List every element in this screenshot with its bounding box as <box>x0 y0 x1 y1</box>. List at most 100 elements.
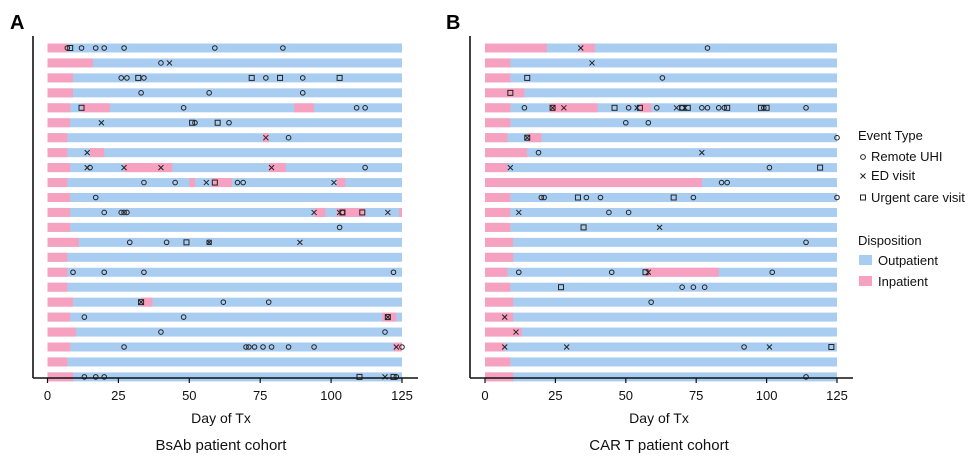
b-row-5-outpatient-bar <box>485 103 837 113</box>
b-x-tick-label-75: 75 <box>689 388 703 403</box>
panel-a: A 0 25 50 75 100 125 Day of Tx BsAb patient c… <box>10 12 418 454</box>
b-x-tick-label-0: 0 <box>481 388 488 403</box>
legend-ed-visit-marker <box>860 173 866 179</box>
b-row-15-outpatient-bar <box>485 252 837 262</box>
b-row-5-remote-uhi-marker <box>803 105 809 111</box>
legend-outpatient-label: Outpatient <box>878 253 938 268</box>
a-row-4-outpatient-bar <box>47 88 402 98</box>
a-row-19-ed-visit-marker <box>384 314 391 320</box>
b-row-12-inpatient-bar <box>485 207 511 217</box>
a-row-9-ed-visit-marker <box>84 164 91 171</box>
b-row-5-inpatient-bar <box>549 103 598 113</box>
a-row-19-urgent-care-marker <box>384 314 391 321</box>
a-row-16-remote-uhi-marker <box>101 269 108 276</box>
b-row-17-outpatient-bar <box>485 282 837 292</box>
a-row-10-inpatient-bar <box>47 178 68 188</box>
b-row-5-inpatient-bar <box>639 103 652 113</box>
a-row-12-ed-visit-marker <box>336 209 343 216</box>
a-row-14-remote-uhi-marker <box>163 239 170 246</box>
a-row-8-inpatient-bar <box>47 148 68 158</box>
a-row-20-remote-uhi-marker <box>158 329 164 335</box>
a-row-21-remote-uhi-marker <box>268 344 275 350</box>
a-row-21-remote-uhi-marker <box>121 344 127 350</box>
a-row-21-inpatient-bar <box>47 342 71 352</box>
b-row-21-ed-visit-marker <box>766 344 773 350</box>
b-row-1-ed-visit-marker <box>577 45 584 51</box>
b-x-tick-label-50: 50 <box>619 388 633 403</box>
panel-a-markers <box>64 45 405 380</box>
b-row-19-inpatient-bar <box>485 312 514 322</box>
a-row-12-ed-visit-marker <box>384 209 391 216</box>
b-row-10-inpatient-bar <box>485 178 702 188</box>
a-row-12-inpatient-bar <box>399 207 402 217</box>
a-row-11-outpatient-bar <box>47 193 402 202</box>
b-row-9-urgent-care-marker <box>817 164 824 171</box>
panel-a-letter: A <box>10 12 24 34</box>
a-row-14-urgent-care-marker <box>183 239 190 246</box>
b-row-5-remote-uhi-marker <box>699 105 705 111</box>
b-row-21-inpatient-bar <box>485 342 505 352</box>
b-row-8-inpatient-bar <box>485 148 528 158</box>
a-row-10-inpatient-bar <box>211 178 232 188</box>
b-row-21-ed-visit-marker <box>501 344 508 350</box>
b-x-tick-label-125: 125 <box>826 388 848 403</box>
a-row-7-outpatient-bar <box>47 133 402 143</box>
b-row-9-ed-visit-marker <box>507 164 514 171</box>
b-row-7-remote-uhi-marker <box>834 134 840 141</box>
a-row-4-remote-uhi-marker <box>138 90 144 96</box>
a-row-3-remote-uhi-marker <box>124 75 130 81</box>
a-row-15-outpatient-bar <box>47 252 402 262</box>
a-row-21-remote-uhi-marker <box>399 344 405 350</box>
b-row-13-inpatient-bar <box>485 222 511 232</box>
b-row-16-remote-uhi-marker <box>769 269 776 276</box>
a-row-12-inpatient-bar <box>336 207 366 217</box>
a-row-9-inpatient-bar <box>47 163 71 173</box>
a-row-14-remote-uhi-marker <box>206 239 212 246</box>
b-row-2-inpatient-bar <box>485 58 511 68</box>
a-row-14-ed-visit-marker <box>297 239 303 246</box>
a-row-16-outpatient-bar <box>47 267 402 277</box>
panel-b-bars <box>485 43 837 382</box>
a-row-10-remote-uhi-marker <box>240 179 246 186</box>
b-row-11-remote-uhi-marker <box>690 194 697 201</box>
b-row-16-remote-uhi-marker <box>608 269 615 276</box>
a-row-3-urgent-care-marker <box>336 74 343 81</box>
a-row-21-remote-uhi-marker <box>260 344 266 350</box>
b-row-21-urgent-care-marker <box>828 344 835 350</box>
a-row-23-outpatient-bar <box>47 372 402 382</box>
a-row-18-inpatient-bar <box>47 297 74 307</box>
a-row-20-outpatient-bar <box>47 327 402 337</box>
a-row-23-urgent-care-marker <box>356 373 363 380</box>
a-row-14-remote-uhi-marker <box>126 239 133 246</box>
a-row-16-inpatient-bar <box>47 267 68 277</box>
a-row-12-remote-uhi-marker <box>124 209 130 216</box>
b-row-19-ed-visit-marker <box>501 314 508 320</box>
a-row-5-remote-uhi-marker <box>180 105 187 111</box>
a-row-14-inpatient-bar <box>47 237 79 247</box>
b-row-18-remote-uhi-marker <box>648 299 654 305</box>
a-row-19-inpatient-bar <box>47 312 71 322</box>
a-x-tick-label-50: 50 <box>182 388 196 403</box>
a-row-21-remote-uhi-marker <box>243 344 249 350</box>
a-row-23-urgent-care-marker <box>390 373 397 380</box>
b-row-7-urgent-care-marker <box>524 134 531 141</box>
a-row-8-ed-visit-marker <box>84 149 91 156</box>
a-row-5-inpatient-bar <box>294 103 315 113</box>
a-row-4-inpatient-bar <box>47 88 74 98</box>
b-x-tick-label-25: 25 <box>548 388 562 403</box>
a-row-8-outpatient-bar <box>47 148 402 158</box>
b-row-19-outpatient-bar <box>485 312 837 322</box>
b-row-22-inpatient-bar <box>485 357 511 367</box>
a-row-21-remote-uhi-marker <box>251 344 258 350</box>
a-row-7-remote-uhi-marker <box>285 134 292 141</box>
a-row-21-outpatient-bar <box>47 342 402 352</box>
b-row-5-ed-visit-marker <box>634 104 640 111</box>
legend-outpatient-swatch <box>859 255 872 265</box>
a-row-1-remote-uhi-marker <box>121 45 127 51</box>
a-row-10-remote-uhi-marker <box>172 179 178 186</box>
a-row-10-inpatient-bar <box>189 178 195 188</box>
a-row-18-remote-uhi-marker <box>220 299 227 305</box>
a-row-4-remote-uhi-marker <box>206 90 212 96</box>
b-row-9-remote-uhi-marker <box>766 164 773 171</box>
b-row-5-ed-visit-marker <box>560 104 567 111</box>
